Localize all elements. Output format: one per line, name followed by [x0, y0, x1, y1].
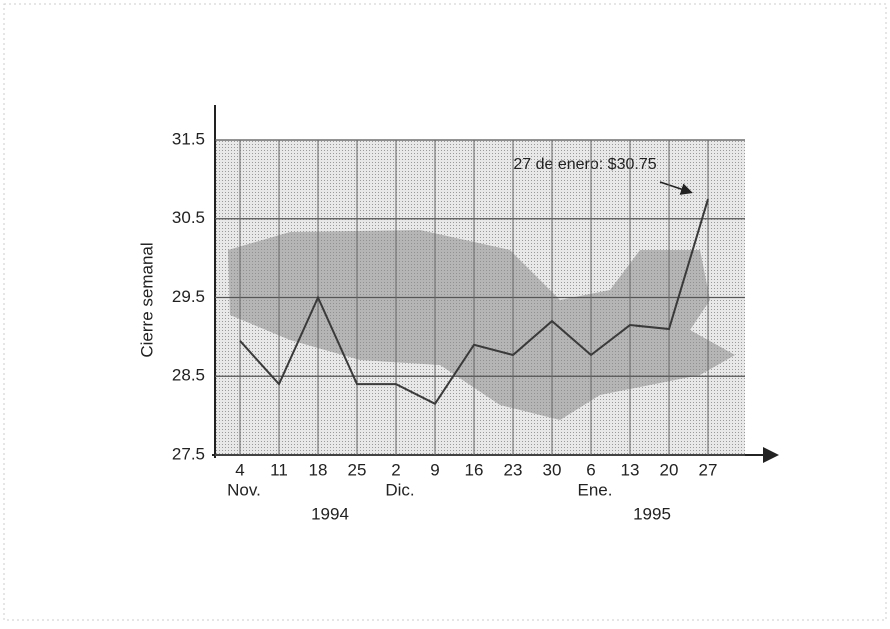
x-tick-label: 20	[660, 460, 679, 479]
y-tick-label: 27.5	[172, 444, 205, 463]
annotation: 27 de enero: $30.75	[513, 156, 656, 173]
x-tick-label: 4	[235, 460, 244, 479]
x-tick-label: 27	[699, 460, 718, 479]
x-tick-label: 25	[348, 460, 367, 479]
x-tick-label: 16	[465, 460, 484, 479]
x-tick-label: 30	[543, 460, 562, 479]
month-label: Nov.	[227, 480, 261, 499]
y-tick-label: 28.5	[172, 366, 205, 385]
x-tick-label: 6	[586, 460, 595, 479]
x-tick-label: 18	[309, 460, 328, 479]
y-tick-label: 31.5	[172, 129, 205, 148]
year-label: 1995	[633, 504, 671, 523]
x-tick-label: 2	[391, 460, 400, 479]
y-axis-label: Cierre semanal	[137, 242, 156, 357]
month-label: Dic.	[385, 480, 414, 499]
y-tick-label: 29.5	[172, 287, 205, 306]
x-tick-label: 11	[270, 460, 288, 479]
month-label: Ene.	[578, 480, 613, 499]
page-frame	[3, 3, 887, 621]
y-tick-label: 30.5	[172, 208, 205, 227]
annotation-arrow	[659, 181, 693, 195]
x-tick-label: 13	[621, 460, 640, 479]
x-tick-label: 9	[430, 460, 439, 479]
scan-shading	[228, 230, 735, 420]
year-label: 1994	[311, 504, 349, 523]
series-line	[239, 198, 709, 406]
x-tick-label: 23	[504, 460, 523, 479]
